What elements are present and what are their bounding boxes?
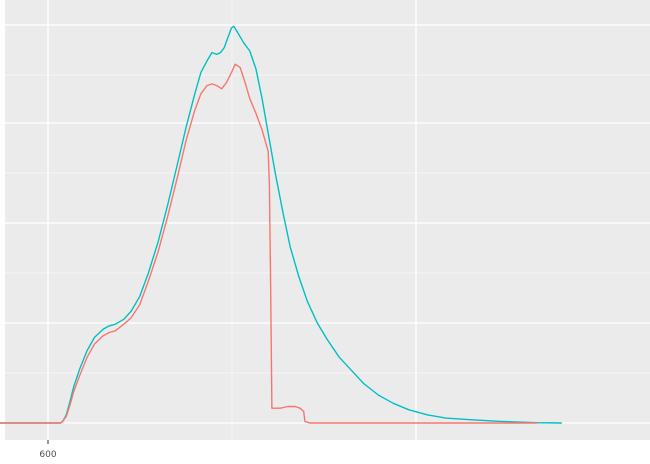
series-line-2: [0, 63, 538, 424]
x-axis: 600: [39, 440, 57, 460]
series-line-1: [0, 25, 562, 424]
x-tick-label: 600: [39, 450, 56, 460]
minor-gridlines: [5, 0, 650, 440]
plot-panel: [5, 0, 650, 440]
series-layer: [0, 25, 562, 424]
